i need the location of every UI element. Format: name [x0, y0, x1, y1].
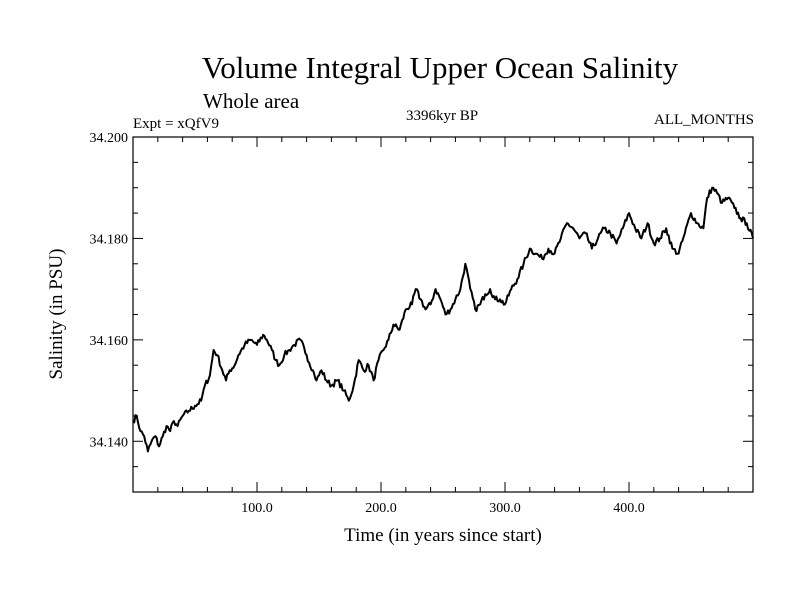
x-tick-label: 100.0: [241, 501, 273, 516]
y-tick-label: 34.200: [90, 131, 129, 146]
chart-title: Volume Integral Upper Ocean Salinity: [202, 50, 679, 85]
y-tick-labels: 34.140 34.160 34.180 34.200: [90, 131, 129, 450]
months-label: ALL_MONTHS: [654, 112, 754, 128]
axis-ticks: [133, 137, 753, 492]
y-tick-label: 34.180: [90, 232, 129, 247]
y-tick-label: 34.140: [90, 435, 129, 450]
plot-frame: [132, 136, 754, 493]
y-tick-label: 34.160: [90, 334, 129, 349]
x-tick-label: 400.0: [613, 501, 645, 516]
x-tick-label: 300.0: [489, 501, 521, 516]
chart-subtitle: Whole area: [203, 89, 300, 113]
salinity-series-line: [132, 186, 754, 453]
period-label: 3396kyr BP: [406, 108, 478, 124]
y-axis-label: Salinity (in PSU): [46, 249, 67, 380]
x-tick-label: 200.0: [365, 501, 397, 516]
x-axis-label: Time (in years since start): [344, 525, 542, 546]
x-tick-labels: 100.0 200.0 300.0 400.0: [241, 501, 645, 516]
experiment-label: Expt = xQfV9: [133, 116, 219, 132]
